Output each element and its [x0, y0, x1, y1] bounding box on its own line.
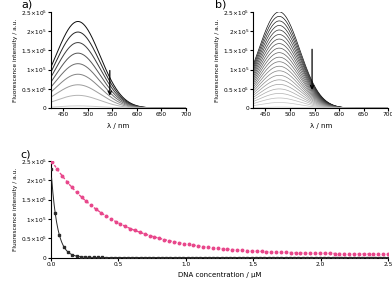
Y-axis label: Fluorescence intensity / a.u.: Fluorescence intensity / a.u.	[13, 168, 18, 251]
X-axis label: λ / nm: λ / nm	[310, 123, 332, 129]
Y-axis label: Fluorescence intensity / a.u.: Fluorescence intensity / a.u.	[13, 18, 18, 102]
Y-axis label: Fluorescence intensity / a.u.: Fluorescence intensity / a.u.	[215, 18, 220, 102]
Text: a): a)	[21, 0, 33, 10]
X-axis label: λ / nm: λ / nm	[107, 123, 129, 129]
Text: b): b)	[216, 0, 227, 10]
Text: c): c)	[21, 149, 31, 159]
X-axis label: DNA concentration / μM: DNA concentration / μM	[178, 272, 261, 278]
